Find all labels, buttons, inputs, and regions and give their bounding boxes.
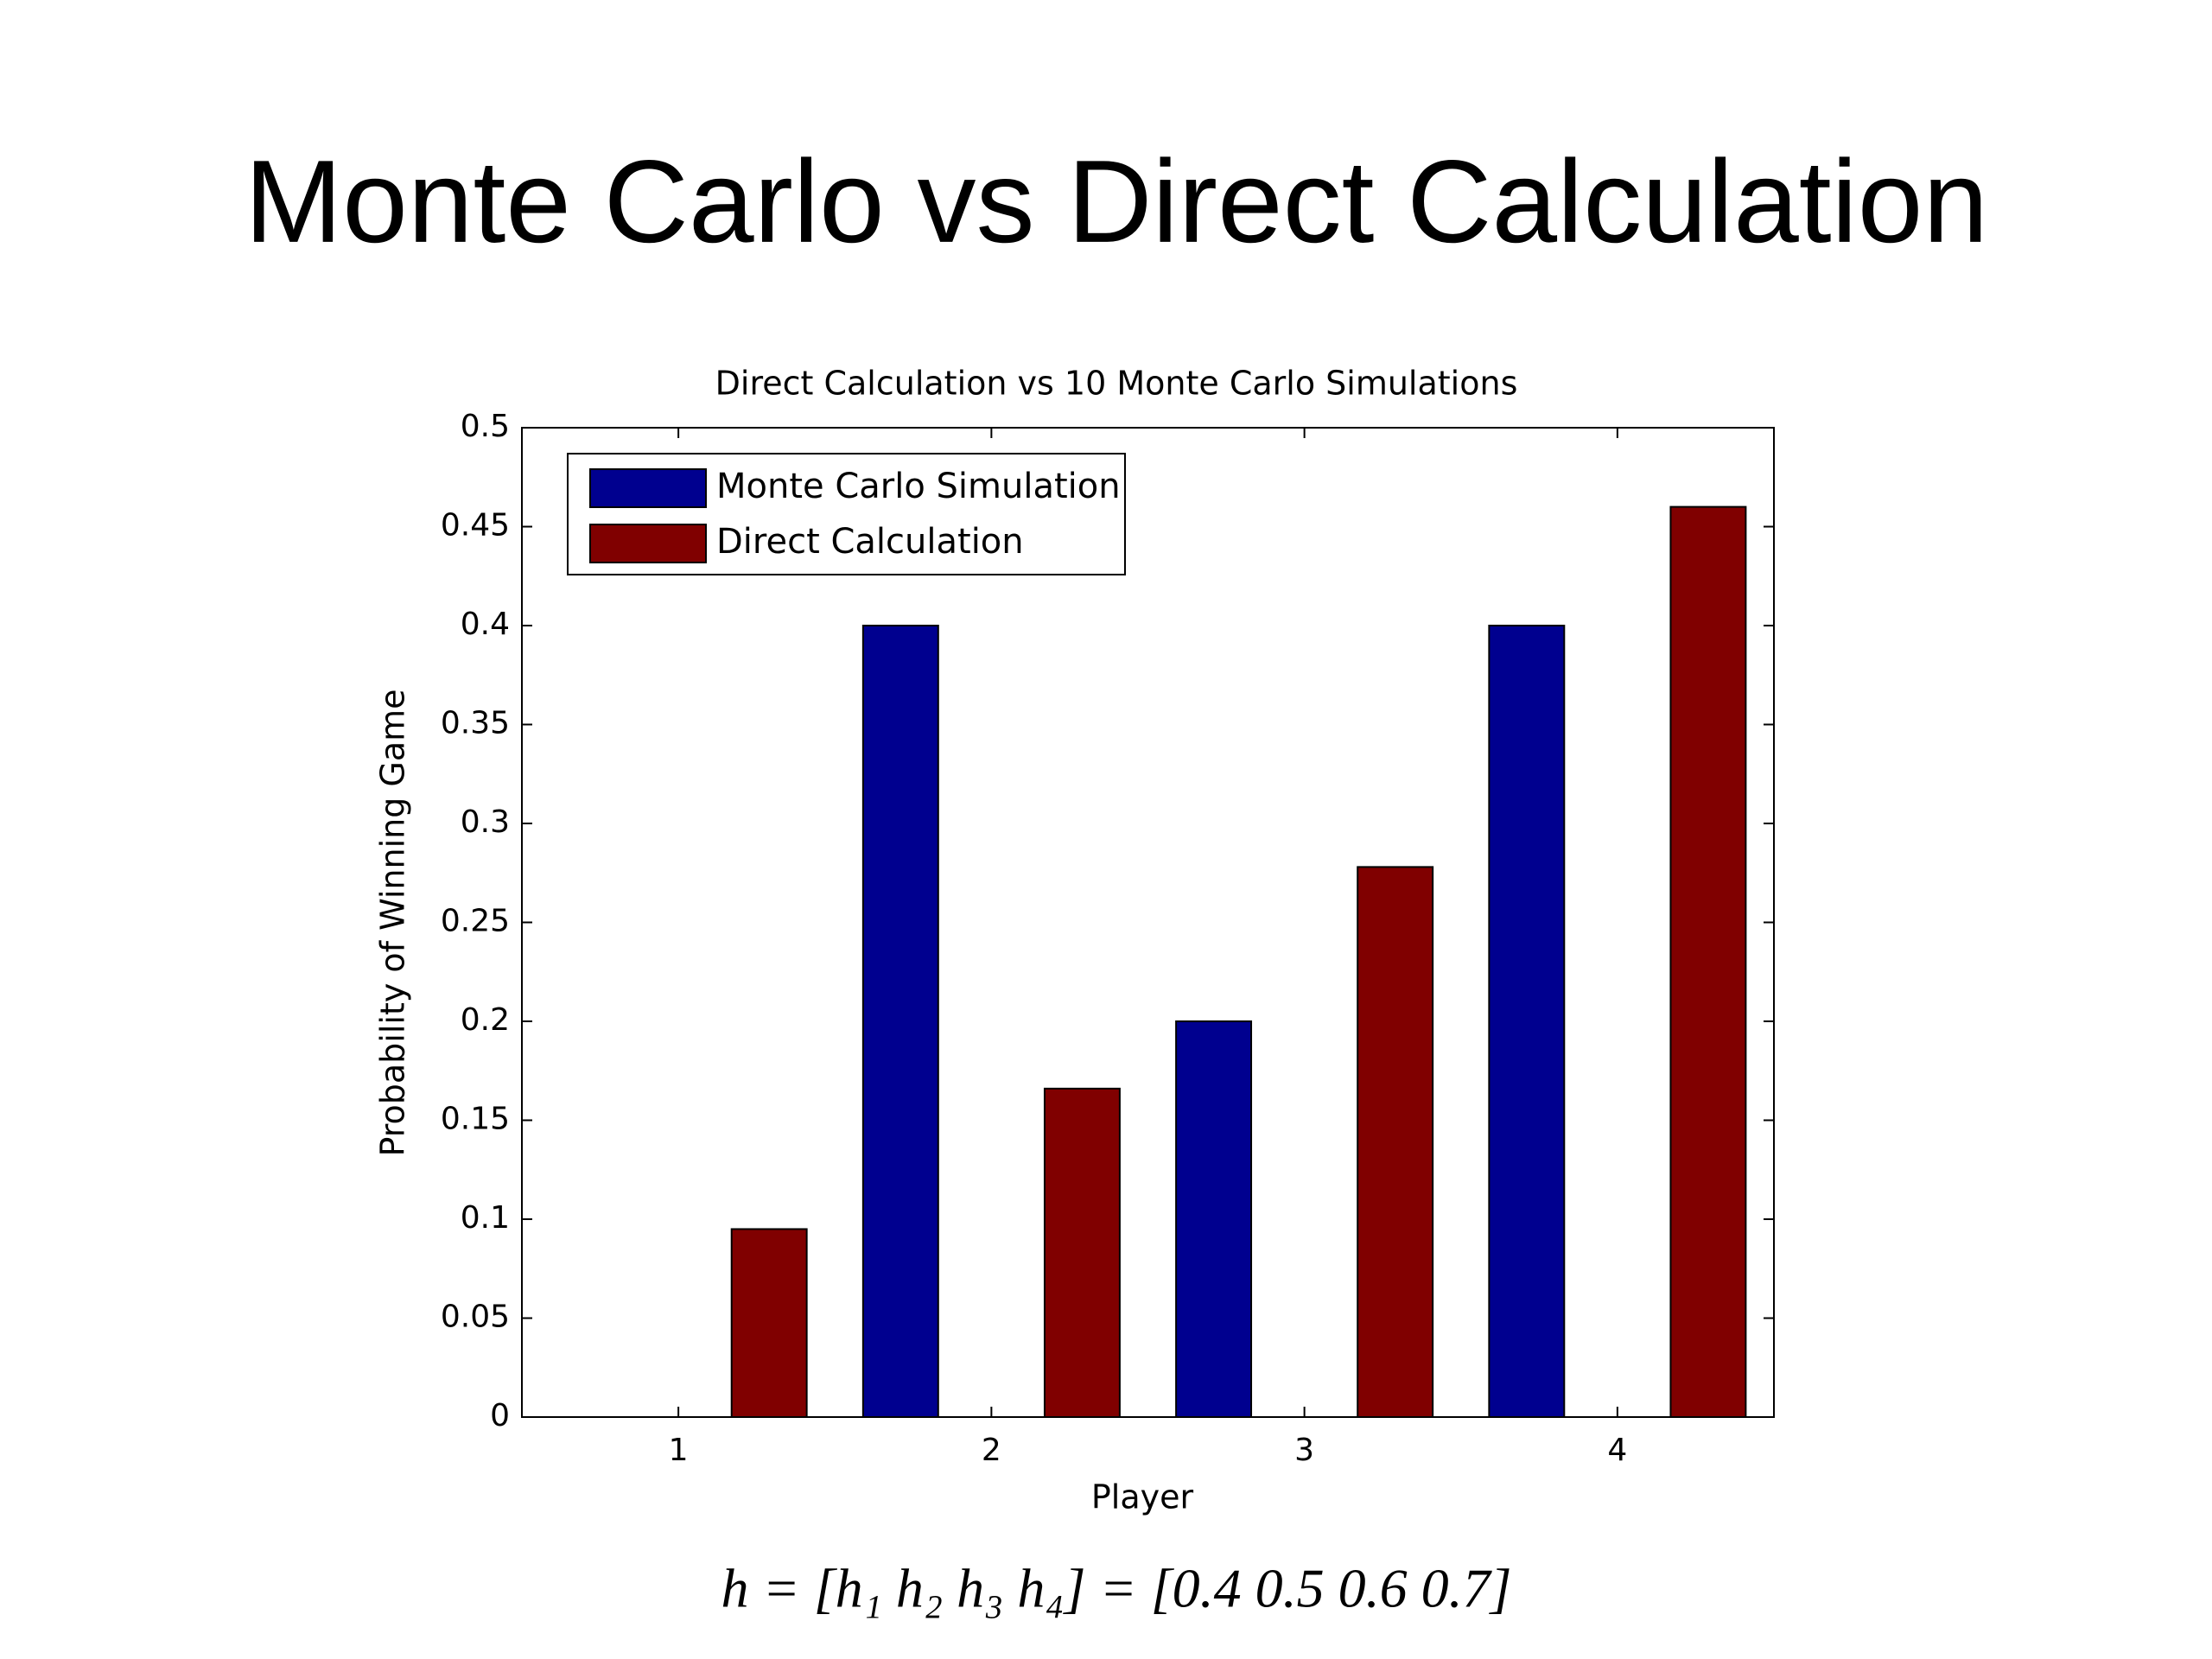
y-axis-label: Probability of Winning Game [374, 689, 412, 1156]
y-tick-label: 0.25 [441, 904, 510, 939]
y-tick-label: 0.4 [461, 607, 510, 642]
slide-title: Monte Carlo vs Direct Calculation [245, 136, 1988, 267]
bar [1043, 1087, 1121, 1418]
bar [861, 625, 939, 1418]
y-tick-label: 0 [490, 1398, 510, 1433]
legend-label: Direct Calculation [716, 522, 1024, 562]
y-tick-label: 0.05 [441, 1300, 510, 1335]
y-tick-label: 0.15 [441, 1102, 510, 1137]
x-tick-label: 4 [1607, 1433, 1627, 1468]
legend-swatch [589, 524, 707, 563]
x-tick-label: 1 [669, 1433, 689, 1468]
x-axis-label: Player [1091, 1478, 1194, 1516]
formula: h = [h₁ h₂ h₃ h₄] = [0.4 0.5 0.6 0.7] [721, 1558, 1512, 1619]
y-tick-label: 0.2 [461, 1002, 510, 1038]
bar [1669, 505, 1747, 1418]
x-tick-label: 2 [982, 1433, 1001, 1468]
bar [1488, 625, 1566, 1418]
legend-label: Monte Carlo Simulation [716, 467, 1121, 506]
plot-frame [521, 427, 1775, 1418]
bar [730, 1228, 808, 1418]
bar [1357, 866, 1434, 1418]
x-tick-label: 3 [1294, 1433, 1314, 1468]
y-tick-label: 0.35 [441, 706, 510, 741]
y-tick-label: 0.45 [441, 508, 510, 543]
chart-title: Direct Calculation vs 10 Monte Carlo Sim… [715, 365, 1518, 403]
legend-swatch [589, 468, 707, 508]
bar [1175, 1020, 1253, 1418]
y-tick-label: 0.1 [461, 1200, 510, 1236]
y-tick-label: 0.3 [461, 804, 510, 840]
y-tick-label: 0.5 [461, 409, 510, 444]
